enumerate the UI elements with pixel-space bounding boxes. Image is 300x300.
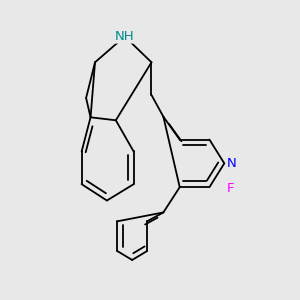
Text: NH: NH: [115, 30, 134, 43]
Text: N: N: [226, 157, 236, 170]
Text: F: F: [226, 182, 234, 194]
